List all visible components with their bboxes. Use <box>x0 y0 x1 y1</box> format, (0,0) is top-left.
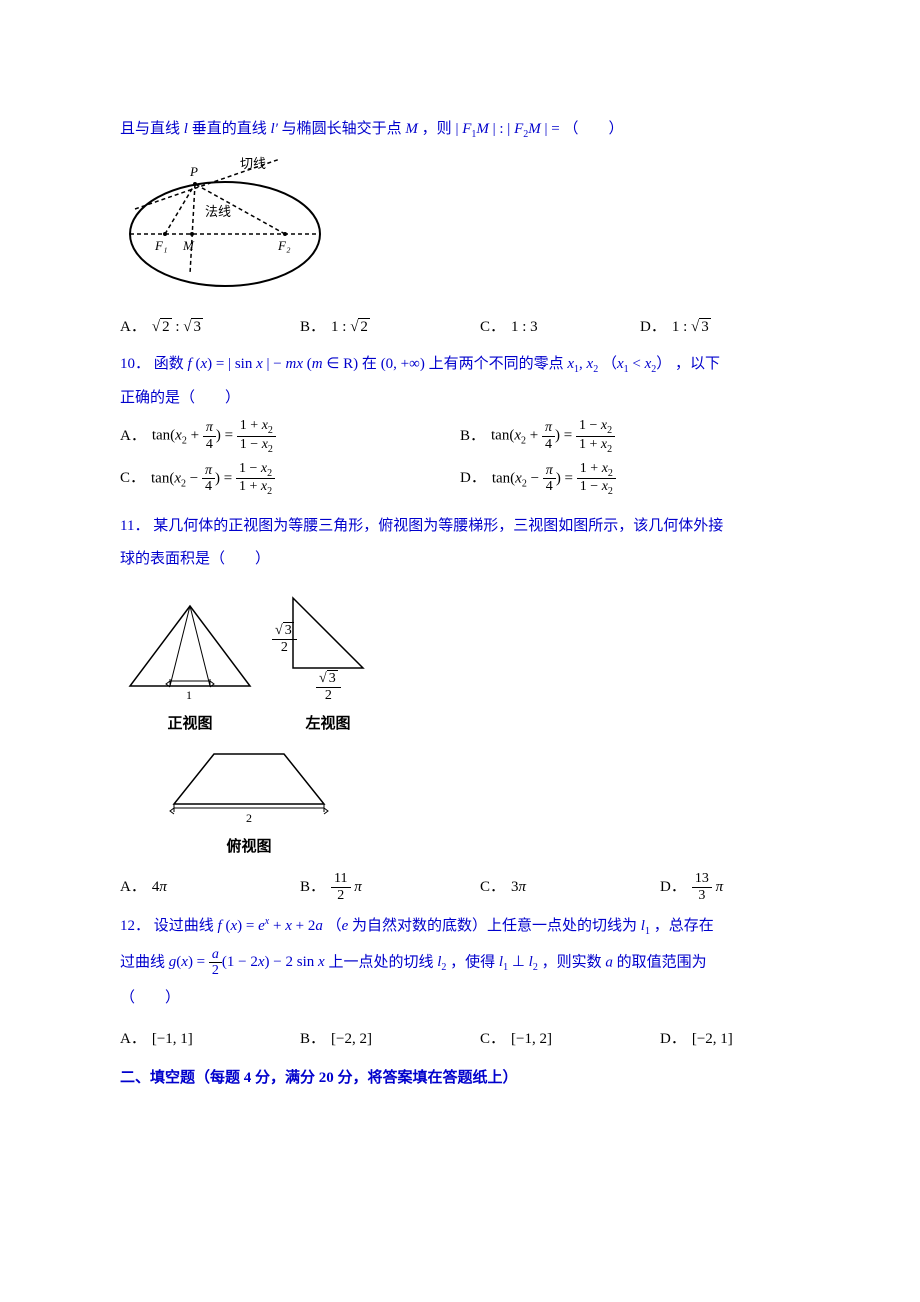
q10-stem-line2: 正确的是（ ） <box>120 385 800 412</box>
q12-option-a[interactable]: A． [−1, 1] <box>120 1026 270 1053</box>
label-tangent: 切线 <box>240 156 266 171</box>
q9-option-b[interactable]: B． 1 : √2 <box>300 314 450 341</box>
front-view-label: 正视图 <box>120 711 260 738</box>
side-view-label: 左视图 <box>278 711 378 738</box>
q12-stem-line3: （ ） <box>120 985 800 1012</box>
q9-figure: P 切线 法线 F₁ M F₂ <box>120 154 330 304</box>
q9-lprime: l′ <box>270 121 277 137</box>
q9-options: A． √2 : √3 B． 1 : √2 C． 1 : 3 D． 1 : √3 <box>120 314 800 341</box>
q10-stem: 10． 函数 f (x) = | sin x | − mx (m ∈ R) 在 … <box>120 351 800 379</box>
q9-l: l <box>184 121 188 137</box>
q10-option-b[interactable]: B． tan(x2 + π4) = 1 − x21 + x2 <box>460 418 786 455</box>
ellipse-diagram-svg: P 切线 法线 F₁ M F₂ <box>120 154 330 294</box>
q9-mid3: ，则 <box>422 121 456 137</box>
label-normal: 法线 <box>205 204 231 219</box>
q11-stem-line2: 球的表面积是（ ） <box>120 546 800 573</box>
q10-option-c[interactable]: C． tan(x2 − π4) = 1 − x21 + x2 <box>120 461 446 498</box>
q9-paren: （ ） <box>563 121 623 137</box>
section-2-title: 二、填空题（每题 4 分，满分 20 分，将答案填在答题纸上） <box>120 1065 800 1092</box>
label-F2: F₂ <box>277 238 291 253</box>
q11-option-c[interactable]: C． 3π <box>480 871 630 903</box>
top-view-label: 俯视图 <box>120 834 378 861</box>
q11-figure: 1 正视图 √32 √32 左视图 <box>120 583 378 861</box>
q12-option-c[interactable]: C． [−1, 2] <box>480 1026 630 1053</box>
q9-prefix: 且与直线 <box>120 121 184 137</box>
q12-stem-line1: 12． 设过曲线 f (x) = ex + x + 2a （e 为自然对数的底数… <box>120 913 800 941</box>
q9-option-d[interactable]: D． 1 : √3 <box>640 314 711 341</box>
front-base-label: 1 <box>186 688 192 701</box>
q11-option-b[interactable]: B． 112 π <box>300 871 450 903</box>
label-M: M <box>182 238 195 253</box>
top-base-label: 2 <box>246 811 252 824</box>
q11-options: A． 4π B． 112 π C． 3π D． 133 π <box>120 871 800 903</box>
q10-option-a[interactable]: A． tan(x2 + π4) = 1 + x21 − x2 <box>120 418 446 455</box>
q10-options: A． tan(x2 + π4) = 1 + x21 − x2 B． tan(x2… <box>120 418 800 503</box>
q12-option-d[interactable]: D． [−2, 1] <box>660 1026 733 1053</box>
q12-num: 12． <box>120 918 150 934</box>
top-view-svg: 2 <box>164 744 334 824</box>
front-side-column: 1 正视图 √32 √32 左视图 <box>120 583 378 861</box>
label-F1: F₁ <box>154 238 167 253</box>
q9-stem: 且与直线 l 垂直的直线 l′ 与椭圆长轴交于点 M ，则 | F1M | : … <box>120 116 800 144</box>
q10-num: 10． <box>120 356 150 372</box>
label-P: P <box>189 164 198 179</box>
q9-option-c[interactable]: C． 1 : 3 <box>480 314 610 341</box>
q11-num: 11． <box>120 518 149 534</box>
front-view-wrap: 1 正视图 <box>120 601 260 738</box>
q9-mid1: 垂直的直线 <box>192 121 271 137</box>
q12-option-b[interactable]: B． [−2, 2] <box>300 1026 450 1053</box>
front-view-svg: 1 <box>120 601 260 701</box>
q11-option-d[interactable]: D． 133 π <box>660 871 723 903</box>
top-view-wrap: 2 俯视图 <box>120 744 378 861</box>
q11-stem: 11． 某几何体的正视图为等腰三角形，俯视图为等腰梯形，三视图如图所示，该几何体… <box>120 513 800 540</box>
side-view-wrap: √32 √32 左视图 <box>278 583 378 738</box>
q9-option-a[interactable]: A． √2 : √3 <box>120 314 270 341</box>
q9-mid2: 与椭圆长轴交于点 <box>282 121 406 137</box>
q9-M: M <box>405 121 418 137</box>
q11-option-a[interactable]: A． 4π <box>120 871 270 903</box>
q12-options: A． [−1, 1] B． [−2, 2] C． [−1, 2] D． [−2,… <box>120 1026 800 1053</box>
q10-option-d[interactable]: D． tan(x2 − π4) = 1 + x21 − x2 <box>460 461 786 498</box>
q12-stem-line2: 过曲线 g(x) = a2(1 − 2x) − 2 sin x 上一点处的切线 … <box>120 947 800 979</box>
